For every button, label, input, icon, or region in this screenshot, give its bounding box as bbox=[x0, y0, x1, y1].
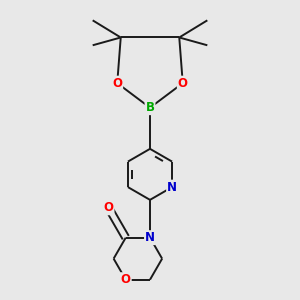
Text: O: O bbox=[178, 76, 188, 90]
Text: B: B bbox=[146, 101, 154, 114]
Text: O: O bbox=[121, 273, 131, 286]
Text: O: O bbox=[112, 76, 122, 90]
Text: N: N bbox=[145, 231, 155, 244]
Text: O: O bbox=[103, 201, 113, 214]
Text: N: N bbox=[167, 181, 177, 194]
